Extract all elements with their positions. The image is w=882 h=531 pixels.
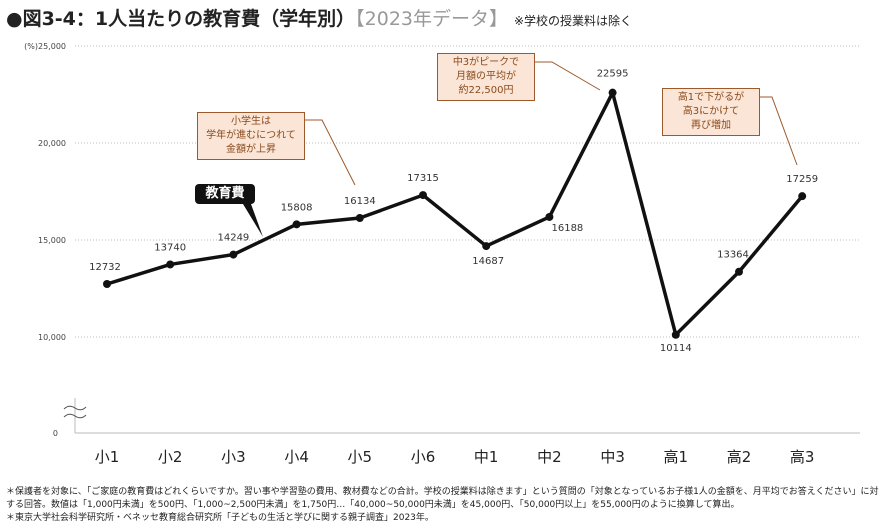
annotation-leader <box>535 61 601 91</box>
annotation-elementary: 小学生は学年が進むにつれて 金額が上昇 <box>197 112 305 160</box>
y-tick-label: 0 <box>53 429 58 438</box>
x-tick-label: 高1 <box>664 448 689 466</box>
annotation-line: 高3にかけて <box>682 106 740 117</box>
data-label: 17315 <box>407 173 439 184</box>
annotation-line: 学年が進むにつれて <box>206 130 296 141</box>
data-label: 15808 <box>281 202 313 213</box>
x-tick-label: 小5 <box>348 448 373 466</box>
annotation-line: 金額が上昇 <box>226 144 276 155</box>
data-label: 16134 <box>344 196 376 207</box>
annotation-line: 約22,500円 <box>458 85 514 96</box>
x-tick-label: 高3 <box>790 448 815 466</box>
data-point <box>482 242 491 251</box>
data-label: 13740 <box>154 242 186 253</box>
data-label: 14249 <box>217 233 249 244</box>
data-point <box>671 330 680 339</box>
x-tick-label: 中1 <box>474 448 499 466</box>
annotation-line: 高1で下がるが <box>677 92 745 103</box>
annotation-line: 再び増加 <box>691 120 731 131</box>
annotation-line: 中3がピークで <box>452 57 520 68</box>
x-tick-label: 小2 <box>158 448 183 466</box>
x-tick-label: 小6 <box>411 448 436 466</box>
title-subtitle: 【2023年データ】 <box>355 8 508 30</box>
data-point <box>735 267 743 276</box>
x-tick-label: 中2 <box>537 448 562 466</box>
axis-break-icon <box>63 405 87 419</box>
data-label: 10114 <box>660 343 692 354</box>
data-label: 16188 <box>551 223 583 234</box>
x-tick-label: 小3 <box>221 448 246 466</box>
series-label: 教育費 <box>195 184 255 204</box>
annotation-high-school: 高1で下がるが 高3にかけて 再び増加 <box>662 88 760 136</box>
data-label: 17259 <box>786 174 818 185</box>
annotation-leader <box>760 96 798 166</box>
data-point <box>798 192 807 201</box>
footnote-2: ＊東京大学社会科学研究所・ベネッセ教育総合研究所「子どもの生活と学びに関する親子… <box>6 513 434 523</box>
line-chart: 0 10,000 15,000 20,000 (%)25,000 12732 13740 14… <box>24 42 860 466</box>
x-tick-label: 高2 <box>727 448 752 466</box>
data-label: 14687 <box>472 256 504 267</box>
data-label: 13364 <box>717 250 749 261</box>
title-text: ●図3-4：1人当たりの教育費（学年別） <box>6 8 356 30</box>
data-point <box>292 220 301 229</box>
data-point <box>419 191 427 200</box>
x-tick-label: 小1 <box>95 448 120 466</box>
annotation-leader <box>305 119 356 186</box>
x-tick-label: 中3 <box>600 448 625 466</box>
y-tick-label: 20,000 <box>38 139 66 148</box>
data-point <box>166 260 175 269</box>
title-note: ※学校の授業料は除く <box>514 14 633 28</box>
data-label: 22595 <box>597 69 629 80</box>
y-tick-label: 10,000 <box>38 333 66 342</box>
data-point <box>545 212 554 221</box>
data-point <box>355 214 364 223</box>
series-label-pointer <box>243 204 263 237</box>
y-tick-label: 15,000 <box>38 236 66 245</box>
annotation-peak: 中3がピークで 月額の平均が 約22,500円 <box>437 53 535 101</box>
data-point <box>103 279 111 288</box>
series-line <box>106 90 804 337</box>
y-tick-label: (%)25,000 <box>24 42 66 51</box>
x-tick-label: 小4 <box>284 448 309 466</box>
footnotes: ＊保護者を対象に、「ご家庭の教育費はどれくらいですか。習い事や学習塾の費用、教材… <box>6 486 881 525</box>
annotation-line: 小学生は <box>231 116 271 127</box>
annotation-line: 月額の平均が <box>456 71 516 82</box>
data-label: 12732 <box>89 262 121 273</box>
data-point <box>229 250 238 259</box>
data-point <box>608 88 617 97</box>
footnote-1: ＊保護者を対象に、「ご家庭の教育費はどれくらいですか。習い事や学習塾の費用、教材… <box>6 487 879 510</box>
figure-title: ●図3-4：1人当たりの教育費（学年別）【2023年データ】 ※学校の授業料は除く <box>6 4 632 31</box>
